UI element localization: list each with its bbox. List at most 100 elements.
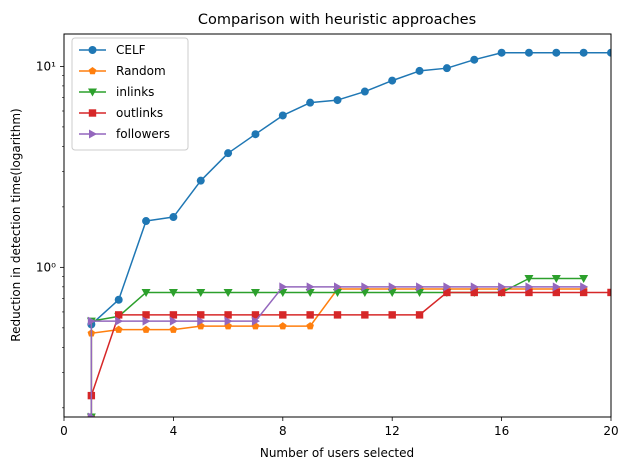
data-point-outlinks (607, 288, 611, 297)
data-point-inlinks (196, 288, 206, 297)
legend-marker (89, 129, 97, 139)
data-point-celf (114, 295, 123, 304)
data-point-celf (251, 130, 260, 139)
x-tick-label: 12 (385, 424, 400, 438)
data-point-followers (87, 316, 96, 326)
data-point-celf (415, 66, 424, 75)
legend-marker (88, 109, 97, 117)
data-point-outlinks (333, 311, 342, 319)
data-point-inlinks (360, 288, 370, 297)
data-point-random (169, 325, 178, 333)
data-point-followers (552, 282, 561, 292)
legend-item-inlinks: inlinks (79, 85, 154, 99)
series-followers (87, 282, 589, 417)
data-point-celf (142, 217, 151, 226)
legend-label: outlinks (116, 106, 163, 120)
data-point-celf (388, 76, 397, 85)
data-point-inlinks (305, 288, 315, 297)
data-point-celf (442, 64, 451, 73)
legend-marker (88, 46, 97, 54)
legend-label: Random (116, 64, 166, 78)
data-point-celf (524, 48, 533, 57)
data-point-outlinks (224, 311, 232, 319)
y-axis-title: Reduction in detection time(logarithm) (9, 108, 23, 341)
data-point-outlinks (169, 311, 178, 319)
series-line-followers (90, 286, 584, 417)
x-tick-label: 4 (170, 424, 178, 438)
data-point-followers (279, 282, 288, 292)
data-point-outlinks (279, 311, 287, 319)
data-point-followers (470, 282, 479, 292)
data-point-outlinks (142, 311, 150, 319)
data-point-followers (498, 282, 507, 292)
data-point-followers (361, 282, 370, 292)
data-point-celf (333, 96, 342, 105)
legend-box (71, 37, 189, 151)
data-point-followers (525, 282, 534, 292)
legend-marker (88, 88, 97, 97)
data-point-random (142, 325, 150, 333)
x-tick-label: 0 (60, 424, 68, 438)
series-line-random (90, 288, 584, 417)
data-point-inlinks (250, 288, 260, 297)
series-random (87, 285, 588, 417)
data-point-celf (497, 48, 506, 57)
series-layer (86, 48, 611, 417)
data-point-celf (552, 48, 561, 57)
data-point-inlinks (415, 288, 425, 297)
data-point-outlinks (361, 311, 369, 319)
data-point-followers (443, 282, 452, 292)
data-point-followers (306, 282, 315, 292)
y-tick-label: 10⁰ (36, 260, 56, 274)
data-point-outlinks (525, 288, 533, 297)
data-point-outlinks (388, 311, 396, 319)
data-point-outlinks (251, 311, 260, 319)
x-tick-label: 16 (494, 424, 509, 438)
data-point-inlinks (333, 288, 342, 297)
data-point-inlinks (141, 288, 151, 297)
series-outlinks (87, 288, 611, 400)
data-point-outlinks (443, 288, 451, 297)
data-point-followers (416, 282, 425, 292)
series-line-celf (90, 51, 611, 325)
data-point-inlinks (579, 275, 589, 284)
chart-title: Comparison with heuristic approaches (198, 12, 476, 28)
data-point-followers (334, 282, 342, 292)
data-point-celf (224, 149, 233, 158)
legend-item-celf: CELF (79, 43, 146, 57)
legend-label: inlinks (116, 85, 154, 99)
data-point-outlinks (579, 288, 588, 297)
data-point-celf (360, 87, 369, 96)
data-point-inlinks (278, 288, 288, 297)
legend-label: CELF (116, 43, 146, 57)
data-point-followers (197, 316, 206, 326)
data-point-outlinks (470, 288, 478, 297)
legend-item-followers: followers (79, 127, 170, 141)
data-point-inlinks (223, 288, 233, 297)
data-point-random (306, 322, 314, 330)
data-point-celf (470, 55, 479, 64)
data-point-followers (169, 316, 178, 326)
y-tick-label: 10¹ (36, 59, 56, 73)
x-tick-label: 20 (603, 424, 618, 438)
data-point-celf (306, 98, 315, 107)
series-celf (87, 48, 611, 329)
x-tick-label: 8 (279, 424, 287, 438)
x-axis-title: Number of users selected (260, 446, 414, 460)
data-point-followers (580, 282, 589, 292)
data-point-random (114, 325, 123, 333)
data-point-outlinks (306, 311, 314, 319)
data-point-inlinks (387, 288, 397, 297)
series-line-inlinks (90, 277, 584, 417)
data-point-followers (388, 282, 397, 292)
data-point-random (279, 322, 287, 330)
axes-layer: 0 4 8 12 16 20 10⁰ 10¹ (36, 33, 619, 438)
data-point-outlinks (552, 288, 560, 297)
data-point-outlinks (497, 288, 506, 297)
data-point-followers (142, 316, 151, 326)
legend-marker (88, 67, 97, 75)
plot-frame (63, 33, 612, 418)
data-point-inlinks (524, 275, 534, 284)
data-point-outlinks (415, 311, 424, 319)
